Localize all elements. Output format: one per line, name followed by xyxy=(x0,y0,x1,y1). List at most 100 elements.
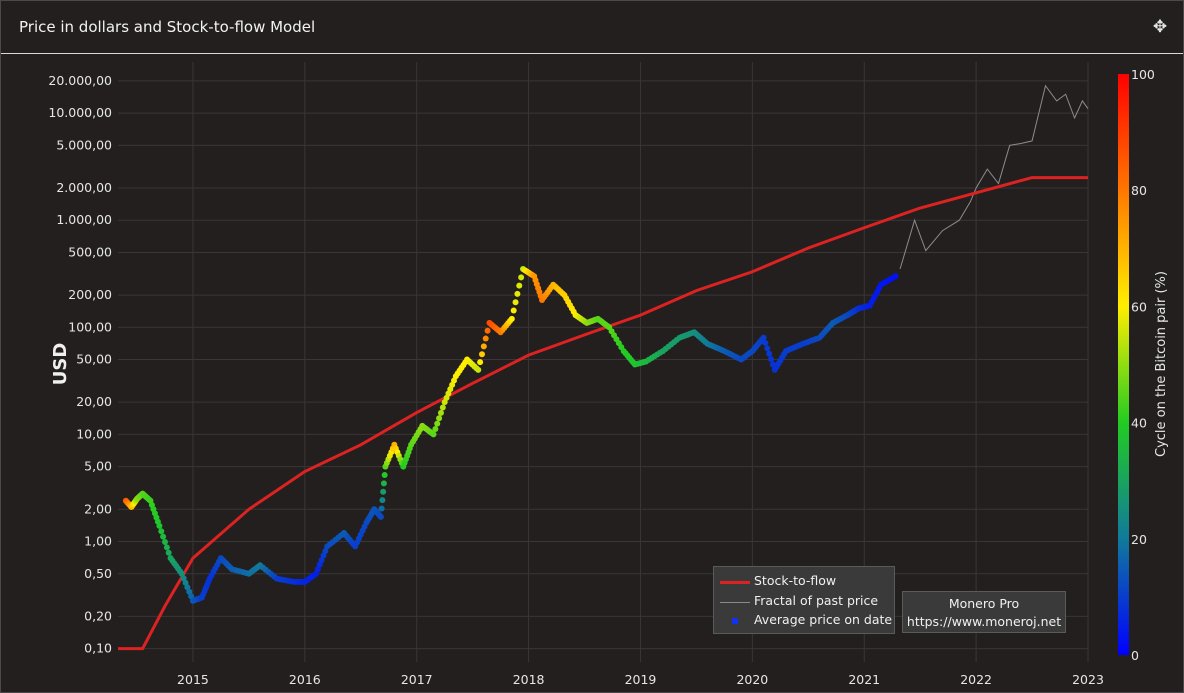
colorbar-tick-label: 80 xyxy=(1131,183,1147,198)
average-price-point xyxy=(508,315,515,322)
average-price-point xyxy=(160,533,167,540)
average-price-point xyxy=(320,552,327,559)
average-price-point xyxy=(182,579,189,586)
y-tick-label: 20,00 xyxy=(76,394,112,409)
x-tick-label: 2018 xyxy=(513,672,545,687)
average-price-point xyxy=(163,544,170,551)
average-price-point xyxy=(314,566,321,573)
colorbar-tick-label: 60 xyxy=(1131,299,1147,314)
average-price-point xyxy=(180,575,187,582)
y-tick-label: 200,00 xyxy=(68,287,112,302)
x-tick-label: 2022 xyxy=(960,672,992,687)
y-tick-label: 20.000,00 xyxy=(48,73,112,88)
colorbar-tick-label: 0 xyxy=(1131,648,1139,663)
average-price-point xyxy=(178,570,185,577)
average-price-point xyxy=(161,538,168,545)
average-price-point xyxy=(766,350,773,357)
average-price-point xyxy=(432,426,439,433)
legend-item-fractal[interactable]: Fractal of past price xyxy=(720,592,878,610)
y-tick-label: 0,20 xyxy=(84,608,112,623)
colorbar-tick-label: 20 xyxy=(1131,532,1147,547)
series-fractal-line xyxy=(899,84,1089,270)
average-price-point xyxy=(165,549,172,556)
x-tick-label: 2021 xyxy=(848,672,880,687)
colorbar-tick-label: 100 xyxy=(1131,67,1155,82)
y-tick-label: 500,00 xyxy=(68,244,112,259)
average-price-point xyxy=(379,497,386,504)
y-tick-label: 1,00 xyxy=(84,534,112,549)
average-price-point xyxy=(482,335,489,342)
credit-name: Monero Pro xyxy=(948,596,1020,611)
x-tick-label: 2015 xyxy=(177,672,209,687)
legend-item-stock-to-flow[interactable]: Stock-to-flow xyxy=(720,572,836,590)
average-price-point xyxy=(892,273,899,280)
colorbar-tick-label: 40 xyxy=(1131,416,1147,431)
average-price-point xyxy=(156,522,163,529)
average-price-point xyxy=(434,420,441,427)
average-price-point xyxy=(518,274,525,281)
chart-legend: Stock-to-flow Fractal of past price Aver… xyxy=(713,566,895,634)
average-price-point xyxy=(439,404,446,411)
y-axis-label: USD xyxy=(50,343,71,386)
x-tick-label: 2019 xyxy=(625,672,657,687)
credit-box: Monero Pro https://www.moneroj.net xyxy=(902,591,1066,633)
colorbar-label: Cycle on the Bitcoin pair (%) xyxy=(1154,271,1169,457)
y-tick-label: 50,00 xyxy=(76,352,112,367)
average-price-point xyxy=(764,345,771,352)
average-price-point xyxy=(316,561,323,568)
y-tick-label: 2.000,00 xyxy=(56,180,112,195)
average-price-point xyxy=(380,488,387,495)
average-price-point xyxy=(477,359,484,366)
average-price-point xyxy=(510,307,517,314)
x-tick-label: 2023 xyxy=(1072,672,1104,687)
average-price-point xyxy=(380,480,387,487)
average-price-point xyxy=(186,588,193,595)
y-tick-label: 0,50 xyxy=(84,566,112,581)
average-price-point xyxy=(158,528,165,535)
average-price-point xyxy=(768,356,775,363)
panel-header: Price in dollars and Stock-to-flow Model… xyxy=(1,1,1183,54)
average-price-point xyxy=(322,547,329,554)
average-price-point xyxy=(514,290,521,297)
average-price-point xyxy=(188,593,195,600)
average-price-point xyxy=(480,343,487,350)
y-tick-label: 100,00 xyxy=(68,319,112,334)
average-price-point xyxy=(512,299,519,306)
average-price-point xyxy=(381,472,388,479)
y-tick-label: 0,10 xyxy=(84,641,112,656)
y-tick-label: 10.000,00 xyxy=(48,105,112,120)
series-stock-to-flow-line xyxy=(118,176,1088,651)
average-price-point xyxy=(313,570,320,577)
average-price-point xyxy=(475,366,482,373)
average-price-point xyxy=(436,415,443,422)
average-price-point xyxy=(377,513,384,520)
average-price-point xyxy=(484,327,491,334)
average-price-point xyxy=(437,409,444,416)
y-tick-label: 5,00 xyxy=(84,459,112,474)
average-price-point xyxy=(184,584,191,591)
average-price-point xyxy=(378,505,385,512)
legend-label: Stock-to-flow xyxy=(753,573,837,588)
y-tick-label: 1.000,00 xyxy=(56,212,112,227)
x-tick-label: 2020 xyxy=(736,672,768,687)
y-tick-label: 2,00 xyxy=(84,501,112,516)
page-title: Price in dollars and Stock-to-flow Model xyxy=(19,18,316,36)
average-price-point xyxy=(516,282,523,289)
legend-item-average-price[interactable]: Average price on date xyxy=(720,611,892,629)
average-price-point xyxy=(478,351,485,358)
credit-url: https://www.moneroj.net xyxy=(906,614,1062,629)
average-price-point xyxy=(318,557,325,564)
x-tick-label: 2017 xyxy=(401,672,433,687)
y-tick-label: 10,00 xyxy=(76,426,112,441)
legend-label: Fractal of past price xyxy=(753,593,879,608)
average-price-point xyxy=(762,340,769,347)
legend-label: Average price on date xyxy=(753,612,893,627)
move-icon[interactable]: ✥ xyxy=(1152,17,1168,37)
average-price-point xyxy=(760,334,767,341)
colorbar xyxy=(1118,74,1129,655)
x-tick-label: 2016 xyxy=(289,672,321,687)
average-price-point xyxy=(430,431,437,438)
y-tick-label: 5.000,00 xyxy=(56,137,112,152)
